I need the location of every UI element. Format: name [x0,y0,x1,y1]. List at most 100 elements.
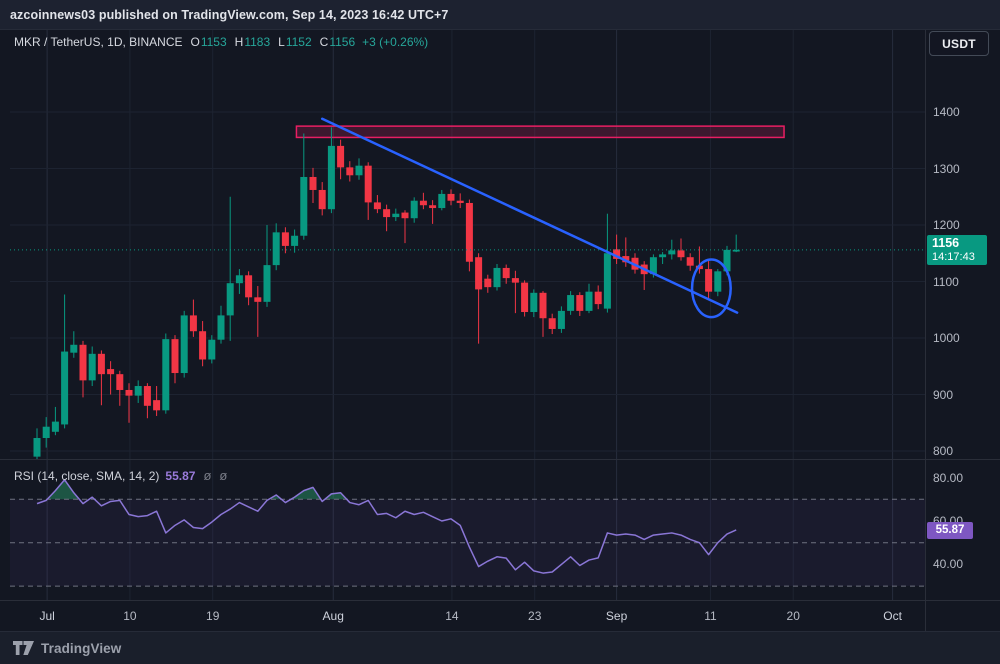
candle-body [622,256,630,263]
rsi-legend: RSI (14, close, SMA, 14, 2) 55.87 ø ø [14,468,227,483]
candle-body [208,339,216,360]
candle-body [576,295,584,311]
candle-body [502,267,510,279]
candle-body [548,318,556,329]
candle-body [281,232,289,246]
ohlc-change: +3 (+0.26%) [362,35,429,49]
rsi-tick-label: 80.00 [933,470,964,485]
candle-body [318,189,326,210]
candle-body [346,167,354,176]
ellipse-annotation[interactable] [690,258,732,319]
time-tick-label: Aug [322,609,344,623]
candle-body [429,205,437,209]
candle-body [272,232,280,266]
time-axis[interactable]: Jul 10 19 Aug 14 23 Sep 11 20 Oct [0,601,1000,630]
candle-body [419,200,427,206]
candle-body [33,438,41,457]
rsi-tick-label: 40.00 [933,557,964,572]
rsi-overbought-fill [47,479,80,500]
symbol-legend: MKR / TetherUS, 1D, BINANCE O1153 H1183 … [14,35,428,49]
price-tick-label: 1400 [933,105,960,119]
candle-body [659,254,667,258]
trendline-annotation[interactable] [320,117,739,314]
candle-body [88,353,96,381]
candle-body [309,176,317,190]
candle-body [153,400,161,411]
time-tick-label: Oct [883,609,902,623]
candle-body [51,421,59,432]
time-tick-label: 20 [786,609,800,623]
rsi-visibility-icon[interactable]: ø [203,468,212,483]
footer-bar: TradingView [0,631,1000,664]
ohlc-close: C1156 [319,35,356,49]
candle-body [511,278,519,283]
rsi-line [36,479,737,574]
candle-body [686,257,694,266]
price-tick-label: 1100 [933,274,959,289]
candle-body [383,209,391,218]
candle-body [162,339,170,411]
time-tick-label: 10 [123,609,137,623]
candle-body [291,235,299,246]
published-header-bar: azcoinnews03 published on TradingView.co… [0,0,1000,30]
price-tick-label: 1000 [933,331,960,345]
candle-body [447,193,455,201]
time-tick-label: 19 [206,609,220,623]
candle-body [705,269,713,292]
rsi-value-badge: 55.87 [927,522,973,539]
tradingview-logo[interactable]: TradingView [13,641,121,656]
time-tick-label: Sep [605,609,628,623]
candle-body [410,200,418,219]
candle-body [263,265,271,302]
candle-body [254,297,262,302]
candle-body [484,278,492,288]
candle-body [70,344,78,353]
currency-toggle-button[interactable]: USDT [929,31,989,56]
candle-body [226,283,234,316]
candle-body [677,250,685,258]
candle-body [539,292,547,319]
candle-body [42,426,50,439]
tradingview-logo-icon [13,641,34,655]
rsi-current-value: 55.87 [165,468,196,483]
rsi-overbought-fill [290,487,321,500]
candle-body [235,275,243,284]
candle-body [199,331,207,360]
candle-body [475,257,483,290]
candle-body [594,291,602,305]
time-tick-label: 14 [445,609,459,623]
candle-body [649,257,657,275]
ohlc-low: L1152 [278,35,312,49]
rsi-settings-icon[interactable]: ø [219,468,228,483]
symbol-title[interactable]: MKR / TetherUS, 1D, BINANCE [14,35,183,49]
price-tick-label: 900 [933,387,954,402]
published-header-text: azcoinnews03 published on TradingView.co… [10,7,449,22]
candle-body [585,291,593,311]
candle-body [189,315,197,332]
candle-body [438,193,446,209]
time-tick-label: 23 [528,609,542,623]
candle-body [245,275,253,298]
candle-body [364,165,372,203]
price-tick-label: 800 [933,444,954,458]
price-tick-label: 1300 [933,161,960,176]
price-axis[interactable]: 1400 1300 1200 1100 1000 900 800 80.00 60.00 40.0… [926,30,1000,600]
candle-body [668,250,676,255]
candle-body [732,249,740,252]
candle-body [613,249,621,259]
rsi-title[interactable]: RSI (14, close, SMA, 14, 2) [14,468,160,483]
ohlc-high: H1183 [234,35,271,49]
price-tick-label: 1200 [933,218,960,232]
candle-body [530,292,538,313]
resistance-zone-box [295,125,785,139]
ohlc-open: O1153 [190,35,227,49]
candle-body [171,339,179,374]
candle-countdown: 14:17:43 [932,251,975,263]
last-price-badge: 1156 14:17:43 [927,235,987,265]
candle-body [493,267,501,288]
candle-body [143,386,151,406]
candle-body [714,271,722,292]
candle-body [521,282,529,313]
candle-body [355,165,363,176]
